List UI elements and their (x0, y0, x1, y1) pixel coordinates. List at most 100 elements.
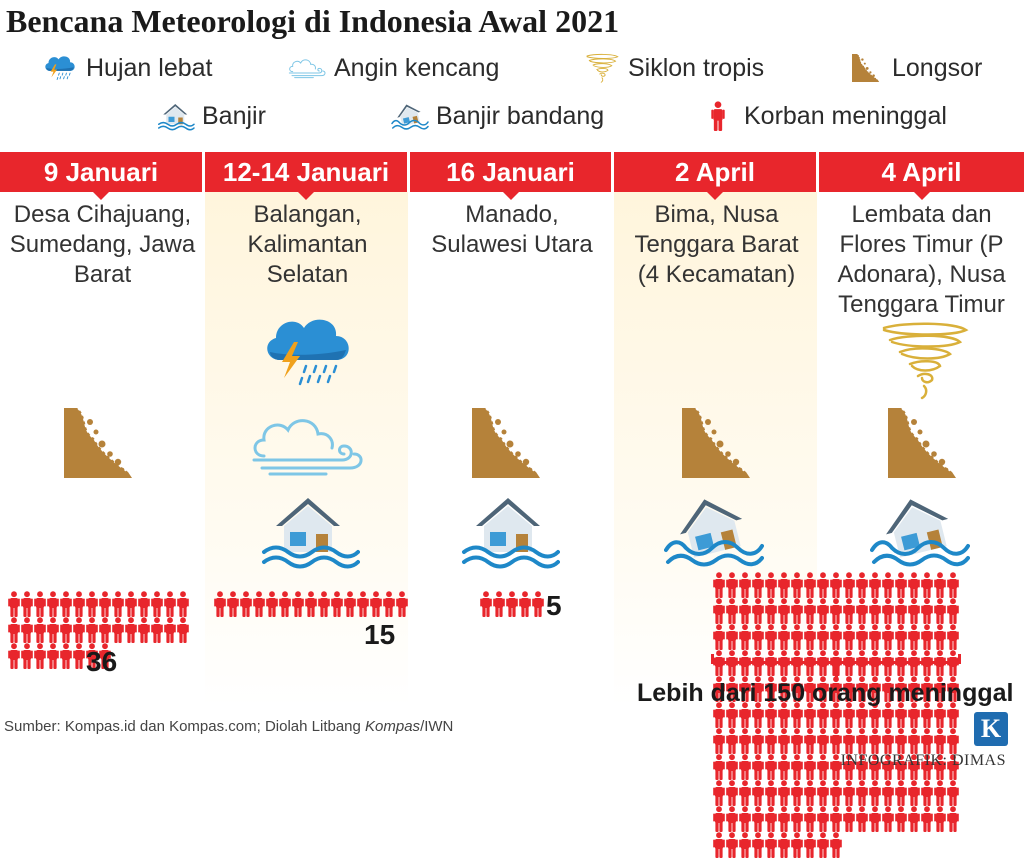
strong-wind-icon (288, 52, 328, 84)
victim-figure-icon (934, 806, 946, 832)
victim-figure-icon (164, 591, 176, 617)
victim-figure-icon (73, 643, 85, 669)
victim-figure-icon (383, 591, 395, 617)
victim-figure-icon (804, 728, 816, 754)
victim-figure-icon (151, 617, 163, 643)
victim-figure-icon (921, 572, 933, 598)
victim-figure-icon (112, 591, 124, 617)
total-bracket-tick (835, 664, 838, 678)
victim-figure-icon (817, 598, 829, 624)
event-location: Balangan, Kalimantan Selatan (247, 201, 368, 288)
victim-figure-icon (21, 643, 33, 669)
victim-figure-icon (830, 572, 842, 598)
victim-figure-icon (60, 617, 72, 643)
victim-figure-icon (895, 728, 907, 754)
victim-figure-icon (713, 598, 725, 624)
victim-figure-icon (908, 806, 920, 832)
victim-figure-icon (804, 572, 816, 598)
victim-figure-icon (34, 617, 46, 643)
victim-figure-icon (8, 643, 20, 669)
victim-figure-icon (752, 572, 764, 598)
victim-figure-icon (791, 806, 803, 832)
date-label: 16 Januari (410, 152, 614, 200)
victim-figure-icon (21, 591, 33, 617)
victim-figure-icon (778, 728, 790, 754)
event-location: Manado, Sulawesi Utara (431, 201, 593, 258)
victim-figure-icon (86, 591, 98, 617)
victim-figure-icon (791, 780, 803, 806)
victim-figure-icon (726, 806, 738, 832)
victim-figure-icon (830, 806, 842, 832)
victim-figure-icon (817, 624, 829, 650)
kompas-logo: K (974, 712, 1008, 746)
victim-figure-icon (817, 832, 829, 858)
legend-label: Banjir bandang (436, 101, 605, 130)
victim-figure-icon (895, 572, 907, 598)
flash-flood-icon (390, 100, 430, 132)
legend-item-death-victim: Korban meninggal (698, 96, 947, 136)
victim-figure-icon (778, 780, 790, 806)
event-location: Bima, Nusa Tenggara Barat (4 Kecamatan) (634, 201, 799, 288)
victim-figure-icon (739, 754, 751, 780)
combined-death-total: Lebih dari 150 orang meninggal (637, 679, 1014, 707)
victim-figure-icon (344, 591, 356, 617)
victim-figure-icon (8, 617, 20, 643)
victim-figure-icon (752, 624, 764, 650)
flood-icon (156, 100, 196, 132)
flash-flood-icon (870, 490, 970, 570)
victim-figure-icon (830, 728, 842, 754)
victim-figure-icon (292, 591, 304, 617)
victim-figure-icon (726, 728, 738, 754)
date-label: 2 April (614, 152, 819, 200)
victim-figure-icon (752, 832, 764, 858)
victim-figure-icon (934, 624, 946, 650)
victim-figure-icon (253, 591, 265, 617)
victim-figure-icon (947, 780, 959, 806)
victim-figure-icon (791, 754, 803, 780)
victim-figure-icon (869, 780, 881, 806)
victim-figure-icon (99, 591, 111, 617)
victim-figure-icon (778, 754, 790, 780)
landslide-icon (682, 408, 752, 478)
victim-figure-icon (765, 806, 777, 832)
victim-figure-icon (804, 780, 816, 806)
victim-figure-icon (151, 591, 163, 617)
source-suffix: /IWN (420, 718, 454, 735)
victim-figure-icon (830, 832, 842, 858)
victim-figure-icon (791, 624, 803, 650)
victim-figure-icon (843, 806, 855, 832)
victim-figure-icon (266, 591, 278, 617)
victim-figure-icon (765, 598, 777, 624)
victim-figure-icon (778, 598, 790, 624)
victim-figure-icon (817, 572, 829, 598)
source-text: Sumber: Kompas.id dan Kompas.com; Diolah… (4, 718, 366, 735)
victim-figure-icon (765, 780, 777, 806)
victim-figure-icon (73, 617, 85, 643)
landslide-icon (472, 408, 542, 478)
victim-figure-icon (843, 728, 855, 754)
victim-figure-icon (765, 572, 777, 598)
date-label: 12-14 Januari (205, 152, 410, 200)
victim-figure-icon (713, 832, 725, 858)
victim-figure-icon (713, 572, 725, 598)
victim-figure-icon (882, 572, 894, 598)
landslide-icon (846, 52, 886, 84)
victim-figure-icon (791, 598, 803, 624)
victim-figure-icon (869, 572, 881, 598)
legend-item-flood: Banjir (156, 96, 266, 136)
date-label: 4 April (819, 152, 1024, 200)
victim-figure-icon (752, 598, 764, 624)
victim-figure-icon (739, 624, 751, 650)
victim-figure-icon (804, 624, 816, 650)
victim-figure-icon (791, 728, 803, 754)
victim-figure-icon (21, 617, 33, 643)
victim-count: 36 (86, 646, 118, 677)
victim-figure-icon (240, 591, 252, 617)
victim-figure-icon (843, 572, 855, 598)
victim-figure-icon (726, 598, 738, 624)
victim-figure-icon (396, 591, 408, 617)
victim-figure-icon (778, 624, 790, 650)
victim-figure-icon (125, 617, 137, 643)
legend-item-heavy-rain: Hujan lebat (40, 48, 212, 88)
victim-figure-icon (214, 591, 226, 617)
